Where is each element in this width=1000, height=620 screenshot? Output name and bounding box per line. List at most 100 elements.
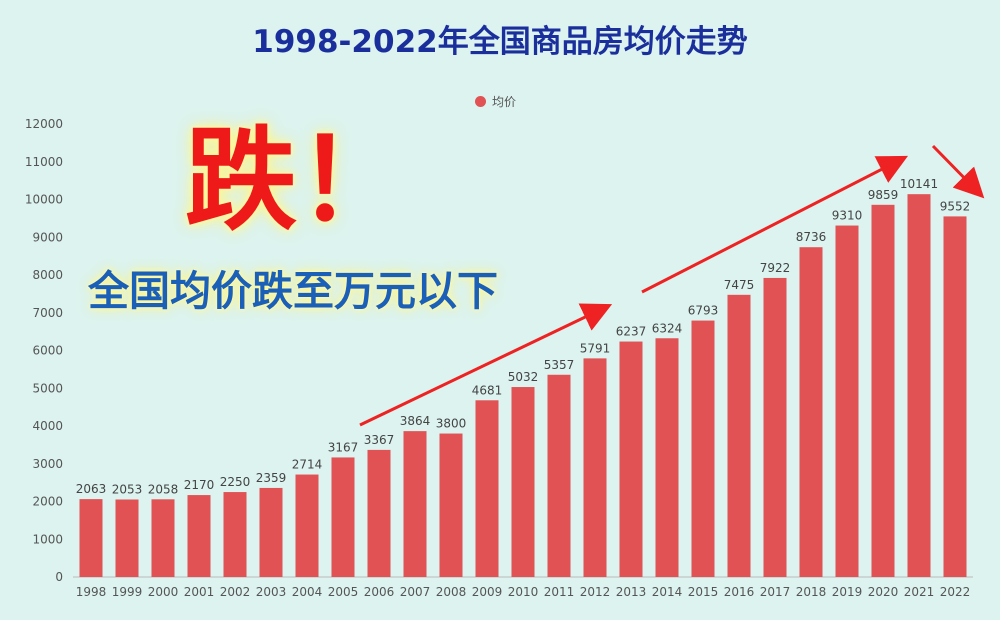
bar[interactable] (871, 204, 895, 577)
x-tick-label: 2006 (364, 585, 395, 599)
trend-arrow (641, 155, 909, 294)
bar-labels: 2063 2053 2058 2170 2250 2359 2714 3167 3367 3864… (76, 177, 971, 496)
data-label: 2053 (112, 482, 143, 496)
bar[interactable] (403, 431, 427, 577)
bar[interactable] (907, 194, 931, 577)
bar[interactable] (763, 277, 787, 577)
data-label: 7922 (760, 261, 791, 275)
x-tick-label: 1999 (112, 585, 143, 599)
y-tick-label: 2000 (32, 495, 63, 509)
data-label: 2058 (148, 482, 179, 496)
data-label: 9552 (940, 199, 971, 213)
data-label: 9859 (868, 188, 899, 202)
data-label: 2063 (76, 482, 107, 496)
bar[interactable] (835, 225, 859, 578)
x-tick-label: 2011 (544, 585, 575, 599)
x-tick-label: 2003 (256, 585, 287, 599)
legend-marker (475, 96, 486, 107)
data-label: 5357 (544, 358, 575, 372)
data-label: 3167 (328, 440, 359, 454)
bar[interactable] (223, 492, 247, 577)
y-tick-label: 4000 (32, 419, 63, 433)
x-tick-label: 2015 (688, 585, 719, 599)
y-tick-label: 8000 (32, 268, 63, 282)
trend-arrows (359, 144, 985, 427)
legend[interactable]: 均价 (475, 93, 516, 110)
data-label: 4681 (472, 383, 503, 397)
data-label: 2359 (256, 471, 287, 485)
data-label: 2250 (220, 475, 251, 489)
bar[interactable] (259, 487, 283, 577)
bar[interactable] (151, 499, 175, 577)
trend-arrow (359, 303, 613, 427)
x-tick-label: 2022 (940, 585, 971, 599)
bar[interactable] (619, 341, 643, 577)
bar[interactable] (943, 216, 967, 578)
bar[interactable] (79, 499, 103, 577)
data-label: 6793 (688, 304, 719, 318)
x-tick-label: 2017 (760, 585, 791, 599)
bar[interactable] (475, 400, 499, 577)
y-tick-label: 1000 (32, 532, 63, 546)
x-tick-label: 2014 (652, 585, 683, 599)
chart-title: 1998-2022年全国商品房均价走势 (252, 24, 748, 60)
data-label: 3367 (364, 433, 395, 447)
bars (79, 194, 967, 578)
bar[interactable] (691, 320, 715, 577)
subheadline-text: 全国均价跌至万元以下 (88, 267, 498, 315)
data-label: 5032 (508, 370, 539, 384)
y-tick-label: 0 (55, 570, 63, 584)
data-label: 3864 (400, 414, 431, 428)
headline-text: 跌！ (185, 116, 409, 246)
x-tick-label: 2016 (724, 585, 755, 599)
bar[interactable] (655, 338, 679, 577)
bar[interactable] (295, 474, 319, 577)
bar[interactable] (115, 499, 139, 577)
x-tick-label: 2012 (580, 585, 611, 599)
bar[interactable] (187, 495, 211, 577)
data-label: 8736 (796, 230, 827, 244)
data-label: 2714 (292, 458, 323, 472)
x-tick-label: 2007 (400, 585, 431, 599)
x-tick-label: 1998 (76, 585, 107, 599)
bar[interactable] (367, 449, 391, 577)
y-tick-label: 7000 (32, 306, 63, 320)
data-label: 5791 (580, 341, 611, 355)
x-tick-label: 2004 (292, 585, 323, 599)
bar[interactable] (547, 374, 571, 577)
y-tick-label: 12000 (25, 117, 63, 131)
x-tick-label: 2001 (184, 585, 215, 599)
bar[interactable] (439, 433, 463, 577)
x-tick-label: 2020 (868, 585, 899, 599)
x-tick-label: 2018 (796, 585, 827, 599)
bar[interactable] (799, 247, 823, 577)
data-label: 9310 (832, 209, 863, 223)
data-label: 6324 (652, 321, 683, 335)
trend-arrow (931, 144, 985, 199)
x-tick-label: 2008 (436, 585, 467, 599)
y-axis: 0 1000 2000 3000 4000 5000 6000 7000 8000 9000 100… (25, 117, 973, 584)
y-tick-label: 5000 (32, 381, 63, 395)
data-label: 7475 (724, 278, 755, 292)
y-tick-label: 9000 (32, 230, 63, 244)
legend-label: 均价 (492, 95, 517, 109)
x-tick-label: 2000 (148, 585, 179, 599)
bar[interactable] (727, 294, 751, 577)
x-tick-label: 2009 (472, 585, 503, 599)
data-label: 6237 (616, 325, 647, 339)
data-label: 2170 (184, 478, 215, 492)
y-tick-label: 10000 (25, 193, 63, 207)
bar[interactable] (511, 387, 535, 577)
x-tick-label: 2013 (616, 585, 647, 599)
x-tick-label: 2005 (328, 585, 359, 599)
x-tick-label: 2019 (832, 585, 863, 599)
bar[interactable] (583, 358, 607, 577)
x-axis: 1998 1999 2000 2001 2002 2003 2004 2005 2006 2007… (76, 585, 971, 599)
x-tick-label: 2010 (508, 585, 539, 599)
x-tick-label: 2002 (220, 585, 251, 599)
data-label: 10141 (900, 177, 938, 191)
x-tick-label: 2021 (904, 585, 935, 599)
y-tick-label: 3000 (32, 457, 63, 471)
bar[interactable] (331, 457, 355, 577)
